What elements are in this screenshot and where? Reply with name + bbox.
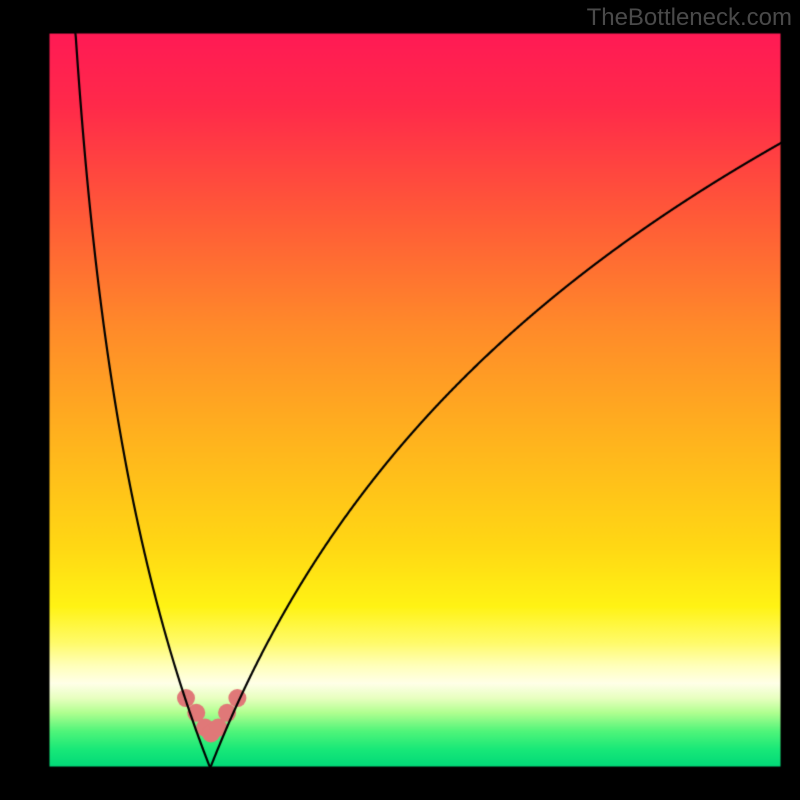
chart-curve-canvas bbox=[0, 0, 800, 800]
watermark-text: TheBottleneck.com bbox=[587, 4, 792, 32]
chart-stage: TheBottleneck.com bbox=[0, 0, 800, 800]
